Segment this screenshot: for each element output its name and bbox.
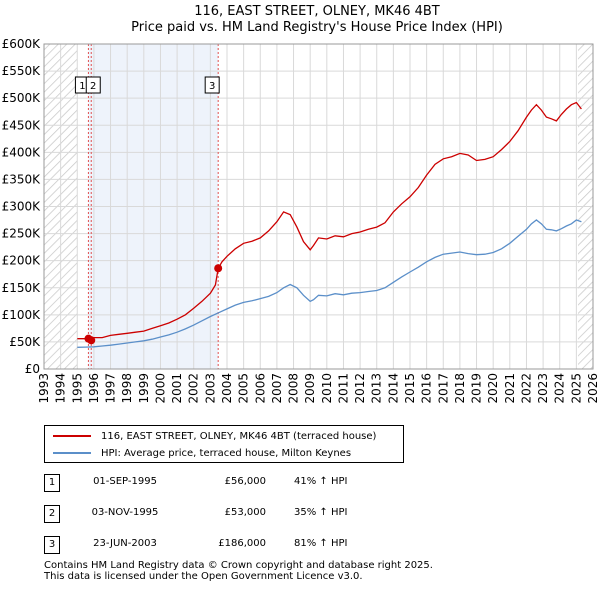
x-tick-label: 1997 <box>104 373 118 404</box>
x-tick-label: 1994 <box>54 373 68 404</box>
x-tick-label: 2020 <box>486 373 500 404</box>
x-tick-label: 2025 <box>569 373 583 404</box>
sale-label-text: 1 <box>79 81 85 92</box>
footer-attribution: Contains HM Land Registry data © Crown c… <box>44 560 433 582</box>
sale-point-3 <box>214 264 223 273</box>
chart-subtitle: Price paid vs. HM Land Registry's House … <box>131 20 503 35</box>
footer-line-1: Contains HM Land Registry data © Crown c… <box>44 560 433 571</box>
sale-label-2: 2 <box>85 76 101 94</box>
sale-price: £56,000 <box>224 476 266 487</box>
x-tick-label: 2010 <box>320 373 334 404</box>
sale-number-badge: 1 <box>44 474 60 492</box>
chart-title: 116, EAST STREET, OLNEY, MK46 4BT <box>194 4 440 19</box>
x-tick-label: 2016 <box>420 373 434 404</box>
x-tick-label: 1996 <box>87 373 101 404</box>
x-tick-label: 2021 <box>503 373 517 404</box>
price-chart: 116, EAST STREET, OLNEY, MK46 4BT Price … <box>2 4 600 404</box>
table-row: 3 23-JUN-2003 £186,000 81% ↑ HPI <box>44 536 464 556</box>
sale-hpi-change: 81% ↑ HPI <box>294 538 348 549</box>
x-tick-label: 1993 <box>37 373 51 404</box>
x-tick-label: 2022 <box>519 373 533 404</box>
legend: 116, EAST STREET, OLNEY, MK46 4BT (terra… <box>44 425 404 463</box>
x-tick-label: 2004 <box>220 373 234 404</box>
sale-number-badge: 3 <box>44 536 60 554</box>
sale-label-box <box>85 76 101 94</box>
footer-line-2: This data is licensed under the Open Gov… <box>44 571 363 582</box>
y-tick-label: £600K <box>2 37 42 51</box>
x-tick-label: 2023 <box>536 373 550 404</box>
sale-label-text: 3 <box>209 81 215 92</box>
sale-hpi-change: 35% ↑ HPI <box>294 507 348 518</box>
sale-number-badge: 2 <box>44 505 60 523</box>
sale-point-2 <box>87 336 96 345</box>
x-tick-label: 2017 <box>436 373 450 404</box>
x-tick-label: 1998 <box>120 373 134 404</box>
legend-label-hpi: HPI: Average price, terraced house, Milt… <box>101 447 352 459</box>
x-tick-label: 2006 <box>253 373 267 404</box>
sale-label-3: 3 <box>204 76 220 94</box>
x-tick-label: 2015 <box>403 373 417 404</box>
sale-label-box <box>204 76 220 94</box>
sale-date: 01-SEP-1995 <box>93 476 157 487</box>
x-tick-label: 2005 <box>237 373 251 404</box>
x-tick-label: 2013 <box>370 373 384 404</box>
plot-border <box>43 43 594 370</box>
x-tick-label: 2002 <box>187 373 201 404</box>
x-tick-label: 1999 <box>137 373 151 404</box>
sale-date: 23-JUN-2003 <box>93 538 157 549</box>
x-tick-label: 2014 <box>386 373 400 404</box>
y-tick-label: £300K <box>2 200 42 214</box>
x-tick-label: 2018 <box>453 373 467 404</box>
sale-price: £53,000 <box>224 507 266 518</box>
x-tick-label: 2008 <box>287 373 301 404</box>
y-tick-label: £350K <box>2 172 42 186</box>
series-line-property <box>77 101 582 342</box>
legend-line-hpi <box>53 452 91 454</box>
table-row: 1 01-SEP-1995 £56,000 41% ↑ HPI <box>44 474 464 494</box>
x-tick-label: 2001 <box>170 373 184 404</box>
y-tick-label: £200K <box>2 254 42 268</box>
x-tick-label: 2011 <box>336 373 350 404</box>
x-tick-label: 2000 <box>153 373 167 404</box>
x-tick-label: 2019 <box>470 373 484 404</box>
x-tick-label: 2007 <box>270 373 284 404</box>
y-tick-label: £500K <box>2 91 42 105</box>
x-tick-label: 2012 <box>353 373 367 404</box>
sale-hpi-change: 41% ↑ HPI <box>294 476 348 487</box>
x-tick-label: 1995 <box>70 373 84 404</box>
legend-item-property: 116, EAST STREET, OLNEY, MK46 4BT (terra… <box>53 428 376 444</box>
legend-label-property: 116, EAST STREET, OLNEY, MK46 4BT (terra… <box>101 430 377 442</box>
y-tick-label: £0 <box>25 362 40 376</box>
table-row: 2 03-NOV-1995 £53,000 35% ↑ HPI <box>44 505 464 525</box>
x-tick-label: 2026 <box>586 373 600 404</box>
x-tick-label: 2024 <box>553 373 567 404</box>
y-tick-label: £250K <box>2 227 42 241</box>
y-tick-label: £150K <box>2 281 42 295</box>
y-tick-label: £450K <box>2 118 42 132</box>
x-tick-label: 2009 <box>303 373 317 404</box>
legend-item-hpi: HPI: Average price, terraced house, Milt… <box>53 445 351 461</box>
legend-line-property <box>53 435 91 437</box>
y-tick-label: £550K <box>2 64 42 78</box>
sale-date: 03-NOV-1995 <box>91 507 159 518</box>
sale-price: £186,000 <box>218 538 266 549</box>
y-tick-label: £100K <box>2 308 42 322</box>
x-tick-label: 2003 <box>203 373 217 404</box>
series-line-hpi <box>77 219 582 348</box>
y-tick-label: £400K <box>2 145 42 159</box>
y-tick-label: £50K <box>9 335 41 349</box>
sale-label-text: 2 <box>90 81 96 92</box>
